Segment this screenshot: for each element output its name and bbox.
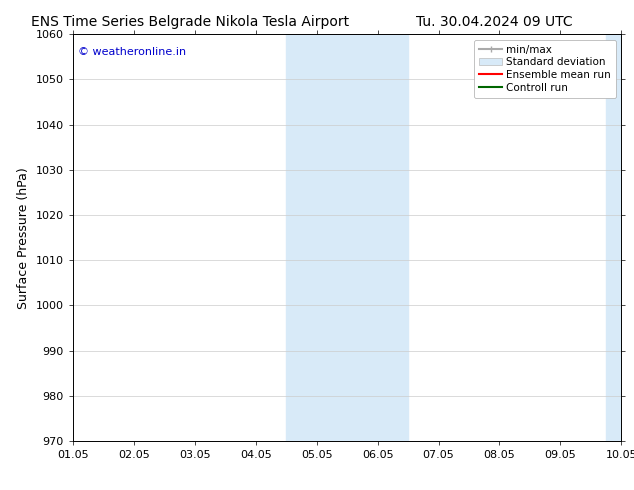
Text: © weatheronline.in: © weatheronline.in [79,47,186,56]
Text: ENS Time Series Belgrade Nikola Tesla Airport: ENS Time Series Belgrade Nikola Tesla Ai… [31,15,349,29]
Bar [286,34,408,441]
Bar [606,34,621,441]
Text: Tu. 30.04.2024 09 UTC: Tu. 30.04.2024 09 UTC [416,15,573,29]
Legend: min/max, Standard deviation, Ensemble mean run, Controll run: min/max, Standard deviation, Ensemble me… [474,40,616,98]
Y-axis label: Surface Pressure (hPa): Surface Pressure (hPa) [17,167,30,309]
